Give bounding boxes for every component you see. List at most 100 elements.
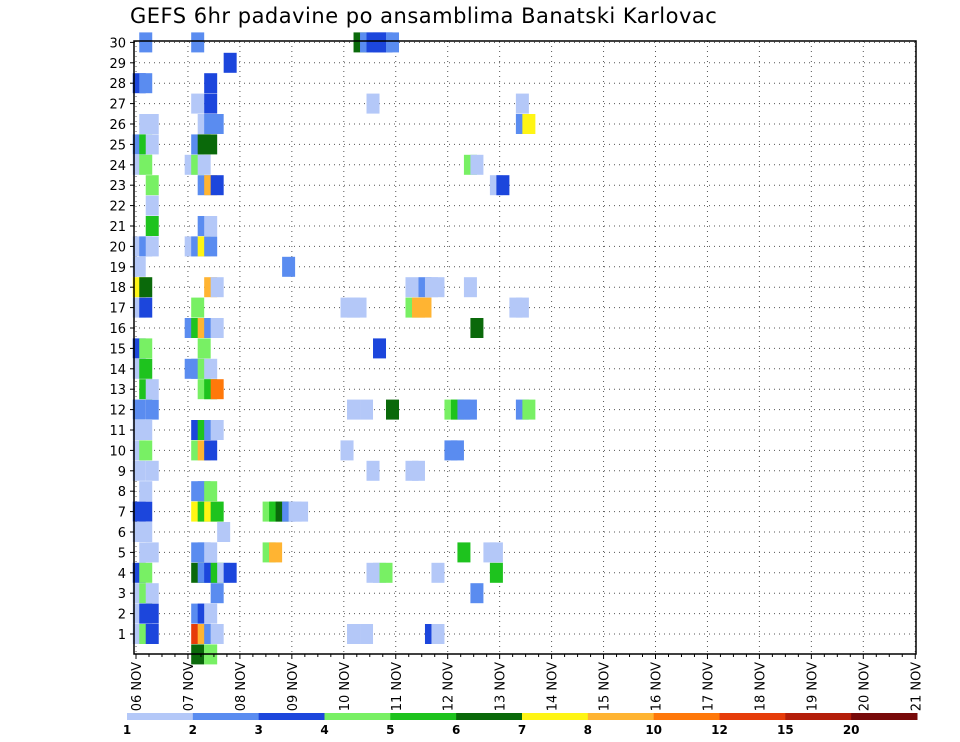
heatmap-cell — [366, 460, 380, 481]
colorbar-segment — [653, 713, 720, 720]
x-tick-label: 20 NOV — [857, 662, 872, 711]
y-tick-label: 15 — [109, 342, 126, 357]
x-tick-label: 17 NOV — [701, 662, 716, 711]
heatmap-cell — [139, 73, 153, 94]
x-tick-label: 18 NOV — [753, 662, 768, 711]
heatmap-cell — [145, 114, 159, 134]
heatmap-cell — [379, 562, 393, 583]
y-tick-label: 18 — [109, 281, 126, 296]
heatmap-cell — [470, 154, 484, 175]
heatmap-cell — [145, 195, 159, 216]
heatmap-cell — [204, 216, 218, 236]
heatmap-cell — [145, 603, 159, 624]
x-tick-label: 19 NOV — [805, 662, 820, 711]
y-tick-label: 21 — [109, 220, 126, 235]
heatmap-cell — [204, 542, 218, 563]
y-tick-label: 9 — [118, 465, 126, 480]
colorbar-label: 8 — [584, 723, 592, 737]
x-tick-label: 15 NOV — [598, 662, 613, 711]
heatmap-cell — [204, 481, 218, 502]
heatmap-cell — [457, 542, 471, 563]
colorbar-segment — [522, 713, 589, 720]
y-tick-label: 23 — [109, 179, 126, 194]
y-tick-label: 10 — [109, 444, 126, 459]
colorbar-segment — [456, 713, 523, 720]
y-tick-label: 5 — [118, 546, 126, 561]
y-tick-label: 4 — [118, 567, 126, 582]
heatmap-cell — [204, 134, 218, 155]
y-tick-label: 11 — [109, 424, 126, 439]
colorbar-segment — [324, 713, 391, 720]
heatmap-cell — [145, 379, 159, 400]
heatmap-cell — [450, 440, 464, 461]
y-tick-label: 14 — [109, 363, 126, 378]
heatmap-cell — [347, 399, 361, 420]
heatmap-cell — [145, 583, 159, 604]
heatmap-cell — [139, 562, 153, 583]
heatmap-cell — [191, 32, 205, 53]
heatmap-cell — [145, 624, 159, 644]
colorbar-label: 10 — [645, 723, 662, 737]
colorbar-label: 7 — [518, 723, 526, 737]
x-tick-label: 16 NOV — [650, 662, 665, 711]
plot-frame — [133, 40, 917, 655]
heatmap-cell — [210, 379, 224, 400]
heatmap-cell — [139, 481, 153, 502]
y-tick-label: 13 — [109, 383, 126, 398]
heatmap-cell — [431, 277, 445, 298]
y-tick-label: 12 — [109, 404, 126, 419]
heatmap-cell — [522, 399, 536, 420]
heatmap-cell — [269, 542, 283, 563]
colorbar-label: 20 — [843, 723, 860, 737]
heatmap-cell — [204, 236, 218, 257]
x-tick-label: 10 NOV — [338, 662, 353, 711]
heatmap-cell — [386, 399, 400, 420]
heatmap-cell — [210, 114, 224, 134]
heatmap-cell — [145, 216, 159, 236]
heatmap-cell — [515, 297, 529, 318]
x-tick-label: 11 NOV — [390, 662, 405, 711]
heatmap-cell — [353, 297, 367, 318]
heatmap-cell — [197, 338, 211, 359]
heatmap-cell — [223, 52, 237, 73]
y-tick-label: 25 — [109, 138, 126, 153]
heatmap-cell — [139, 440, 153, 461]
heatmap-cell — [191, 297, 205, 318]
colorbar-label: 4 — [320, 723, 328, 737]
heatmap-cell — [132, 256, 146, 277]
heatmap-cell — [366, 93, 380, 114]
x-tick-label: 13 NOV — [494, 662, 509, 711]
y-tick-label: 1 — [118, 628, 126, 643]
y-tick-label: 19 — [109, 261, 126, 276]
x-tick-label: 08 NOV — [234, 662, 249, 711]
heatmap-cell — [405, 277, 419, 298]
heatmap-cell — [463, 399, 477, 420]
heatmap-cell — [210, 318, 224, 338]
y-tick-label: 22 — [109, 200, 126, 215]
y-tick-label: 28 — [109, 77, 126, 92]
heatmap-cell — [145, 175, 159, 196]
heatmap-cell — [340, 440, 354, 461]
heatmap-cell — [223, 562, 237, 583]
heatmap-cell — [210, 583, 224, 604]
heatmap-cell — [139, 277, 153, 298]
x-tick-label: 14 NOV — [546, 662, 561, 711]
heatmap-cell — [515, 93, 529, 114]
y-tick-label: 30 — [109, 36, 126, 51]
y-tick-label: 29 — [109, 57, 126, 72]
heatmap-cell — [204, 73, 218, 94]
colorbar-label: 12 — [711, 723, 728, 737]
heatmap-cell — [139, 358, 153, 379]
heatmap-cell — [418, 297, 432, 318]
heatmap-cell — [132, 460, 146, 481]
heatmap-cell — [132, 399, 146, 420]
colorbar-label: 1 — [123, 723, 131, 737]
x-tick-label: 21 NOV — [909, 662, 924, 711]
heatmap-cell — [386, 32, 400, 53]
heatmap-cell — [210, 277, 224, 298]
heatmap-cell — [210, 624, 224, 644]
y-tick-label: 20 — [109, 240, 126, 255]
colorbar-segment — [851, 713, 918, 720]
heatmap-cell — [217, 522, 231, 542]
